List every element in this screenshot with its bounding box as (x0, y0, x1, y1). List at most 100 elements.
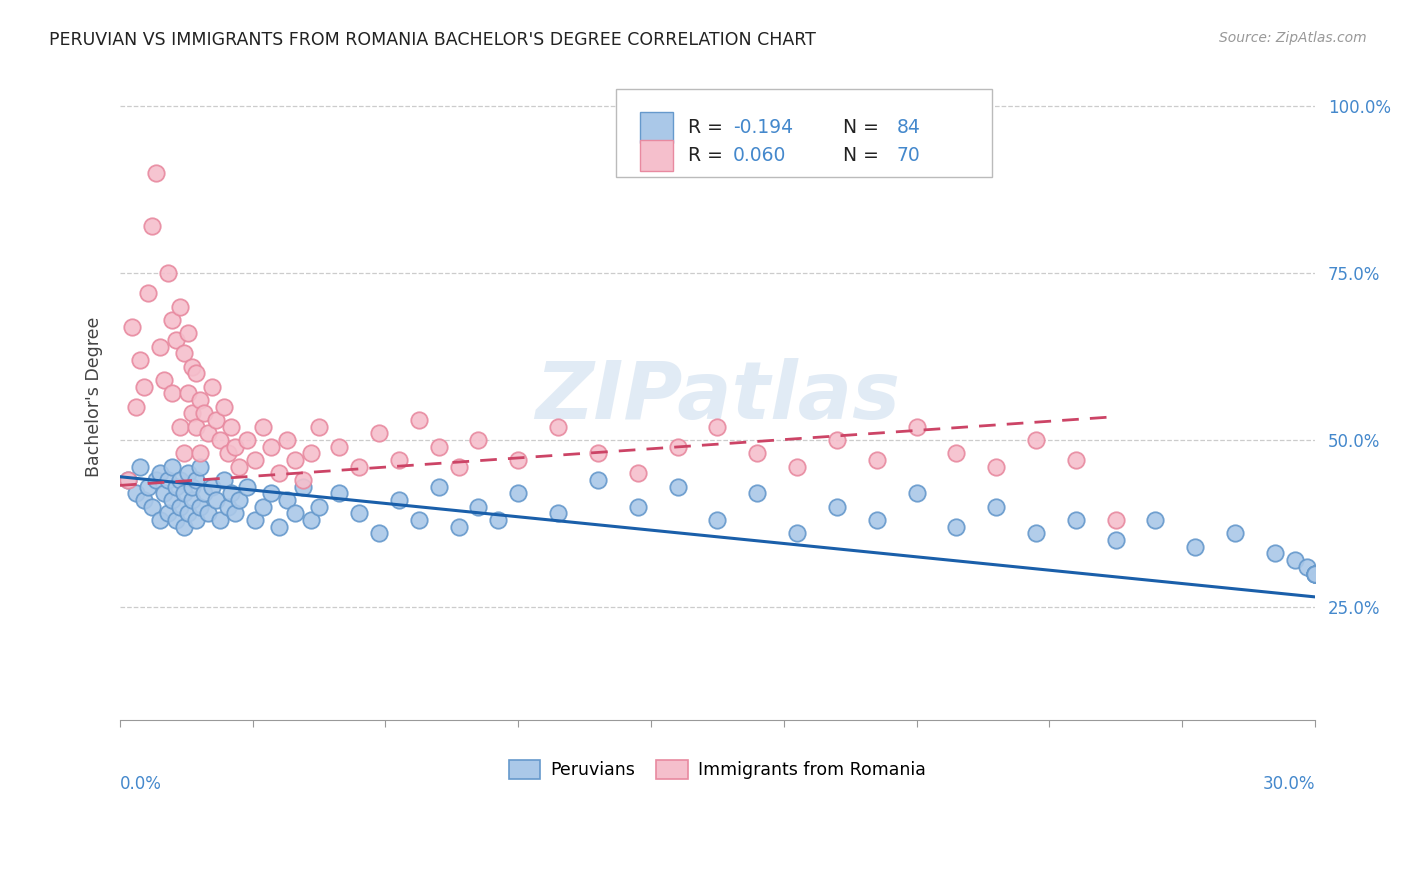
Point (173, 346, 195, 360)
Point (269, 467, 291, 481)
FancyBboxPatch shape (616, 89, 993, 177)
Point (117, 473, 139, 487)
Point (152, 486, 174, 500)
Point (145, 473, 167, 487)
Point (217, 500, 239, 514)
Text: R =: R = (688, 118, 728, 136)
Text: 70: 70 (897, 146, 921, 165)
Point (627, 467, 650, 481)
Point (228, 493, 250, 508)
Point (188, 446, 211, 460)
Point (149, 467, 172, 481)
Point (347, 507, 370, 521)
Text: 84: 84 (897, 118, 921, 136)
Point (299, 513, 322, 527)
Y-axis label: Bachelor's Degree: Bachelor's Degree (86, 317, 103, 477)
Point (328, 440, 350, 454)
Point (128, 459, 150, 474)
Point (666, 440, 689, 454)
Point (180, 359, 202, 374)
Point (128, 353, 150, 368)
Point (825, 433, 848, 447)
Point (125, 400, 148, 414)
Point (160, 493, 183, 508)
Point (176, 467, 198, 481)
Point (236, 480, 259, 494)
Point (276, 433, 298, 447)
Point (173, 486, 195, 500)
Point (1025, 526, 1047, 541)
FancyBboxPatch shape (640, 112, 673, 143)
Text: 0.060: 0.060 (733, 146, 786, 165)
Point (165, 513, 187, 527)
Point (152, 373, 174, 387)
Text: ZIPatlas: ZIPatlas (534, 358, 900, 435)
Text: N =: N = (825, 118, 884, 136)
Point (945, 520, 967, 534)
Point (986, 459, 1008, 474)
Point (132, 493, 155, 508)
Point (866, 453, 889, 467)
Point (117, 473, 139, 487)
Point (866, 513, 889, 527)
Point (221, 419, 243, 434)
Text: N =: N = (825, 146, 884, 165)
Point (149, 513, 172, 527)
Point (367, 426, 389, 441)
Text: R =: R = (688, 146, 728, 165)
Point (706, 419, 728, 434)
Point (160, 386, 183, 401)
Point (284, 453, 307, 467)
Point (173, 446, 195, 460)
Point (1144, 513, 1167, 527)
Point (1303, 566, 1326, 581)
Point (986, 500, 1008, 514)
Point (508, 486, 530, 500)
Point (1105, 533, 1128, 548)
Point (1284, 553, 1306, 567)
Point (627, 500, 650, 514)
Point (204, 493, 226, 508)
Point (252, 419, 274, 434)
Point (121, 319, 143, 334)
Point (508, 453, 530, 467)
Point (173, 520, 195, 534)
Point (245, 453, 267, 467)
Point (212, 473, 235, 487)
Point (276, 493, 298, 508)
Point (292, 473, 315, 487)
Text: Source: ZipAtlas.com: Source: ZipAtlas.com (1219, 31, 1367, 45)
Point (169, 500, 191, 514)
Point (197, 507, 219, 521)
Point (1303, 566, 1326, 581)
Point (197, 426, 219, 441)
Point (388, 493, 411, 508)
Point (408, 413, 430, 427)
Point (747, 446, 769, 460)
Point (156, 266, 179, 280)
Point (180, 480, 202, 494)
Point (184, 419, 207, 434)
Point (165, 333, 187, 347)
Point (252, 500, 274, 514)
Point (467, 500, 489, 514)
Point (169, 419, 191, 434)
Point (136, 286, 159, 301)
Point (184, 513, 207, 527)
Point (224, 440, 246, 454)
Point (1303, 566, 1326, 581)
Point (180, 493, 202, 508)
Point (347, 459, 370, 474)
Point (208, 513, 231, 527)
Point (156, 473, 179, 487)
Point (547, 419, 569, 434)
Point (586, 446, 609, 460)
Point (224, 507, 246, 521)
Point (1184, 540, 1206, 554)
Point (427, 480, 450, 494)
Point (169, 473, 191, 487)
Point (136, 480, 159, 494)
Point (447, 520, 470, 534)
Point (184, 366, 207, 380)
Point (200, 379, 222, 393)
